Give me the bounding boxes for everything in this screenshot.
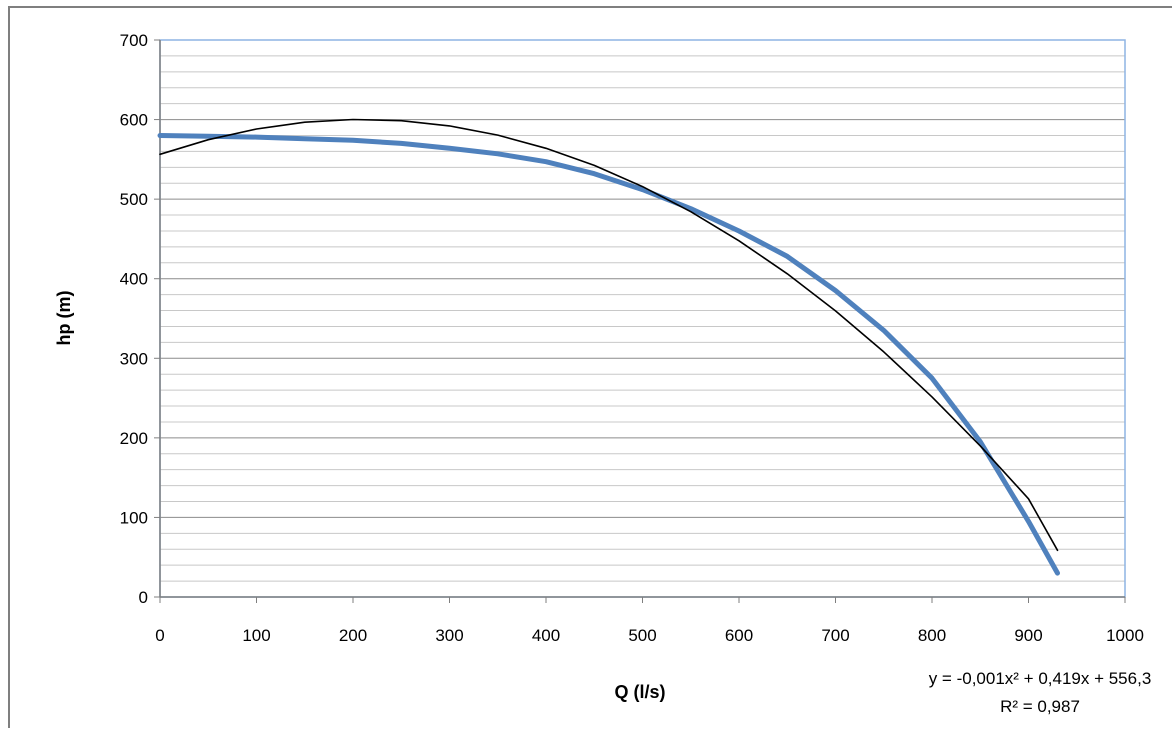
y-tick-label: 600 — [120, 111, 148, 130]
x-tick-label: 100 — [242, 626, 270, 645]
y-tick-label: 300 — [120, 349, 148, 368]
y-tick-label: 100 — [120, 508, 148, 527]
x-tick-label: 200 — [339, 626, 367, 645]
x-tick-label: 0 — [155, 626, 164, 645]
x-tick-label: 300 — [435, 626, 463, 645]
y-tick-labels: 0 100 200 300 400 500 600 700 — [120, 31, 148, 607]
grid-minor — [160, 55, 1125, 582]
x-tick-label: 1000 — [1106, 626, 1144, 645]
series-group — [157, 118, 1060, 576]
x-tick-label: 900 — [1014, 626, 1042, 645]
axes — [154, 39, 1126, 603]
y-tick-label: 0 — [139, 588, 148, 607]
trendline-r-squared: R² = 0,987 — [1000, 697, 1080, 716]
chart-frame — [8, 6, 1172, 728]
y-tick-label: 500 — [120, 190, 148, 209]
series-measured-line — [157, 133, 1060, 576]
x-tick-label: 600 — [725, 626, 753, 645]
x-axis-title: Q (l/s) — [614, 682, 665, 702]
y-tick-label: 400 — [120, 270, 148, 289]
x-tick-label: 500 — [628, 626, 656, 645]
grid-major — [160, 119, 1125, 518]
series-trendline — [159, 118, 1059, 552]
x-tick-label: 700 — [821, 626, 849, 645]
y-tick-label: 200 — [120, 429, 148, 448]
x-tick-label: 800 — [918, 626, 946, 645]
plot-area — [159, 39, 1126, 598]
y-axis-title: hp (m) — [54, 291, 74, 346]
trendline-equation: y = -0,001x² + 0,419x + 556,3 — [929, 669, 1152, 688]
y-tick-label: 700 — [120, 31, 148, 50]
x-tick-labels: 0 100 200 300 400 500 600 700 800 900 1000 — [155, 626, 1144, 645]
x-tick-label: 400 — [532, 626, 560, 645]
